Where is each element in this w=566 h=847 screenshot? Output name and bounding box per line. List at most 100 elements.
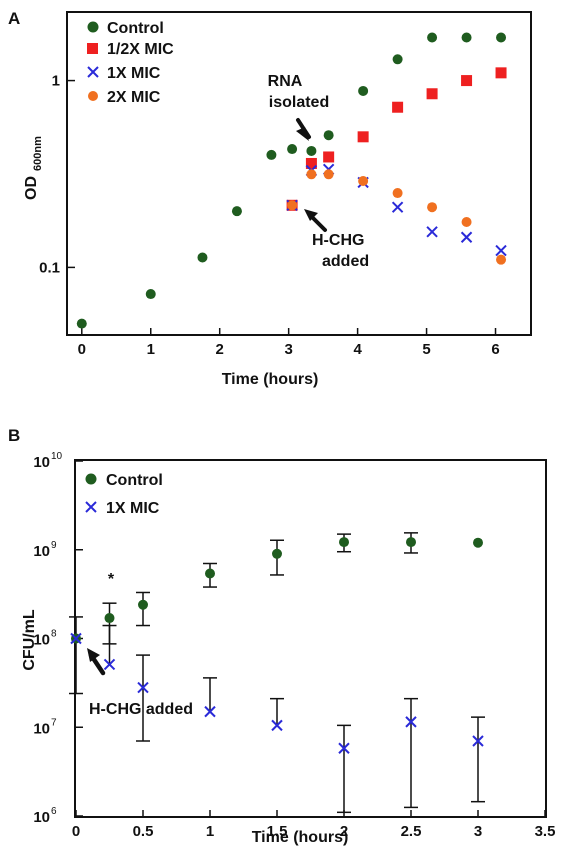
- data-point: [461, 216, 472, 227]
- data-point: [323, 151, 335, 163]
- data-point: [145, 289, 156, 300]
- data-point: [495, 67, 507, 79]
- data-point: [306, 169, 317, 180]
- annotation-rna-isolated: RNA isolated: [268, 73, 329, 141]
- x-tick-label: 1: [147, 341, 155, 358]
- x-tick-label: 2.5: [401, 823, 422, 840]
- error-bars-control: [69, 532, 418, 695]
- legend-item-half-mic: 1/2X MIC: [87, 41, 174, 58]
- series-control: [71, 537, 483, 644]
- data-point: [392, 188, 403, 199]
- data-point: [392, 101, 404, 113]
- legend-label-2x-mic: 2X MIC: [107, 89, 161, 106]
- panel-b-x-axis-label: Time (hours): [252, 829, 349, 846]
- panel-a-y-ticks: 0.11: [39, 73, 75, 276]
- data-point: [272, 548, 282, 559]
- legend-item-2x-mic: 2X MIC: [88, 89, 161, 106]
- legend-b-label-1x-mic: 1X MIC: [106, 500, 160, 517]
- x-tick-label: 3: [284, 341, 292, 358]
- data-point: [205, 568, 215, 579]
- data-point: [287, 200, 298, 211]
- data-point: [338, 742, 350, 754]
- panel-a-y-axis-label: OD 600nm: [23, 136, 44, 200]
- y-tick-label: 10: [33, 543, 50, 560]
- data-point: [104, 613, 115, 624]
- annotation-hchg-arrow-head-a: [304, 209, 318, 221]
- data-point: [391, 201, 404, 213]
- y-tick-exponent: 9: [51, 540, 57, 551]
- panel-b-points: [70, 537, 484, 754]
- data-point: [405, 716, 417, 728]
- data-point: [427, 32, 438, 43]
- data-point: [103, 658, 116, 671]
- panel-a-label: A: [8, 9, 20, 28]
- data-point: [496, 254, 507, 265]
- panel-a-x-axis-label: Time (hours): [222, 371, 319, 388]
- data-point: [306, 145, 317, 156]
- legend-label-1x-mic: 1X MIC: [107, 65, 161, 82]
- legend-b-item-control: Control: [85, 472, 163, 489]
- series-2x-mic: [287, 169, 507, 265]
- legend-label-control: Control: [107, 20, 164, 37]
- data-point: [138, 599, 148, 610]
- error-bars-1x-mic: [102, 624, 485, 814]
- data-point: [137, 681, 149, 694]
- annotation-rna-line-1: RNA: [268, 73, 303, 90]
- data-point: [204, 705, 216, 718]
- x-tick-label: 3.5: [535, 823, 556, 840]
- data-point: [358, 176, 369, 187]
- panel-b-legend: Control 1X MIC: [85, 472, 163, 517]
- series-1x-mic: [70, 632, 484, 754]
- data-point: [406, 537, 416, 548]
- data-point: [287, 144, 298, 155]
- y-tick-exponent: 7: [51, 717, 57, 728]
- data-point: [271, 719, 283, 732]
- data-point: [357, 131, 369, 143]
- data-point: [473, 537, 483, 548]
- annotation-hchg-added-b: H-CHG added: [87, 648, 193, 718]
- data-point: [76, 318, 87, 329]
- panel-a-y-axis-label-main: OD: [23, 176, 40, 200]
- panel-a-frame: [66, 11, 532, 336]
- data-point: [427, 202, 438, 213]
- annotation-hchg-arrow-head-b: [87, 648, 100, 662]
- data-point: [197, 252, 208, 263]
- legend-marker-2x-mic: [88, 91, 98, 101]
- panel-b-x-ticks: 0 0.5 1 1.5 2 2.5 3 3.5: [72, 810, 556, 840]
- x-tick-label: 6: [491, 341, 499, 358]
- legend-label-half-mic: 1/2X MIC: [107, 41, 174, 58]
- x-tick-label: 4: [353, 341, 362, 358]
- x-tick-label: 2: [216, 341, 224, 358]
- y-tick-label: 10: [33, 809, 50, 826]
- data-point: [461, 75, 473, 87]
- data-point: [231, 206, 242, 217]
- panel-a-legend: Control 1/2X MIC 1X MIC 2X MIC: [87, 20, 174, 106]
- panel-a-points: [76, 32, 507, 329]
- panel-a-x-ticks: 0 1 2 3 4 5 6: [78, 328, 500, 358]
- panel-b-label: B: [8, 426, 20, 445]
- annotation-rna-arrow-head: [296, 127, 309, 141]
- legend-b-label-control: Control: [106, 472, 163, 489]
- x-tick-label: 5: [422, 341, 430, 358]
- panel-b-y-axis-label: CFU/mL: [21, 609, 38, 671]
- panel-b-error-bars: [69, 532, 485, 814]
- annotation-rna-line-2: isolated: [269, 94, 329, 111]
- annotation-hchg-line-2: added: [322, 253, 369, 270]
- x-tick-label: 0: [72, 823, 80, 840]
- data-point: [472, 735, 484, 747]
- data-point: [426, 88, 438, 100]
- x-tick-label: 0.5: [133, 823, 154, 840]
- legend-marker-control: [87, 21, 99, 33]
- data-point: [323, 169, 334, 180]
- annotation-hchg-line-1: H-CHG: [312, 232, 364, 249]
- x-tick-label: 2: [340, 823, 348, 840]
- y-tick-label: 0.1: [39, 259, 60, 276]
- y-tick-exponent: 10: [51, 451, 63, 462]
- y-tick-label: 1: [52, 73, 60, 90]
- data-point: [70, 632, 82, 645]
- legend-b-marker-control: [85, 473, 97, 485]
- legend-item-1x-mic: 1X MIC: [87, 65, 161, 82]
